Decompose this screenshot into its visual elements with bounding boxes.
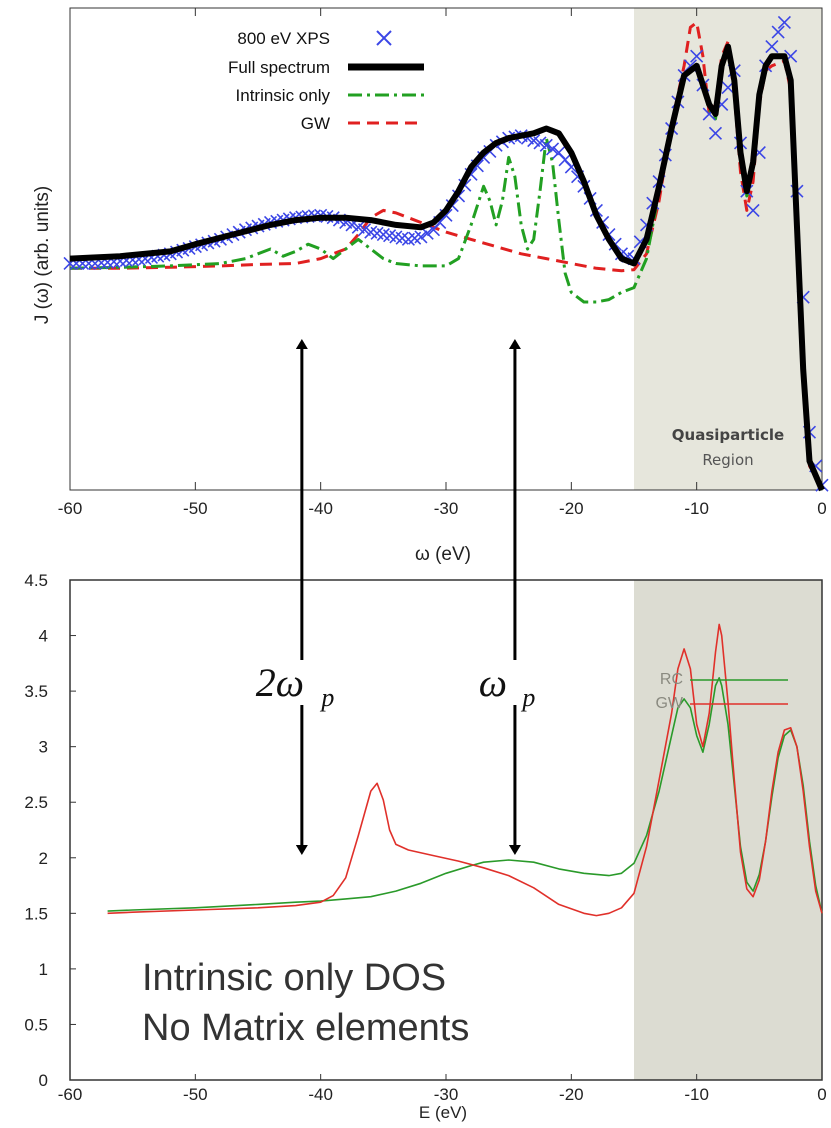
top-xlabel: ω (eV): [415, 544, 471, 565]
arrow-label-main: ω: [479, 660, 507, 705]
bottom-ytick-label-2: 1: [39, 960, 48, 979]
annotation-line-1: Intrinsic only DOS: [142, 957, 446, 999]
bottom-xtick-label-5: -10: [684, 1085, 709, 1104]
top-quasiparticle-shade: [634, 8, 822, 490]
xps-marker: [771, 25, 785, 39]
top-xtick-label-5: -10: [684, 499, 709, 518]
arrow-two-omega-p: 2ω p: [256, 339, 334, 855]
legend-label-rc: RC: [660, 671, 683, 688]
xps-marker: [539, 138, 553, 152]
top-series-full-spectrum: [69, 43, 825, 492]
xps-marker: [414, 230, 428, 244]
bottom-ytick-label-3: 1.5: [24, 904, 48, 923]
legend-label-intrinsic: Intrinsic only: [236, 86, 331, 105]
xps-marker: [765, 39, 779, 54]
top-chart: -60 -50 -40 -30 -20 -10 0 J (ω) (arb. units) ω…: [32, 7, 829, 565]
bottom-line-gw: [107, 623, 823, 917]
top-xtick-label-2: -40: [308, 499, 333, 518]
bottom-xtick-label-0: -60: [58, 1085, 83, 1104]
top-xtick-label-0: -60: [58, 499, 83, 518]
bottom-line-rc: [107, 677, 823, 914]
quasiparticle-label-line1: Quasiparticle: [672, 426, 784, 444]
legend-label-gw: GW: [301, 114, 330, 133]
top-ylabel: J (ω) (arb. units): [32, 186, 53, 324]
xps-marker: [777, 15, 791, 30]
arrow-label-main: 2ω: [256, 660, 304, 705]
plasmon-arrows: 2ω p ω p: [256, 339, 535, 855]
legend-label-full: Full spectrum: [228, 58, 330, 77]
legend-swatch-xps: [376, 30, 392, 46]
quasiparticle-label-line2: Region: [702, 451, 753, 469]
bottom-ytick-label-9: 4.5: [24, 571, 48, 590]
xps-marker: [545, 142, 560, 156]
top-xtick-label-4: -20: [559, 499, 584, 518]
bottom-ticks: -60 -50 -40 -30 -20 -10 0 0 0.5 1 1.5 2 2.5 3 3.5 4 4.5: [24, 571, 826, 1104]
bottom-ytick-label-5: 2.5: [24, 793, 48, 812]
bottom-xtick-label-2: -40: [308, 1085, 333, 1104]
bottom-quasiparticle-shade: [634, 580, 822, 1080]
bottom-xtick-label-6: 0: [817, 1085, 826, 1104]
arrow-label-sub: p: [319, 683, 334, 712]
bottom-ytick-label-0: 0: [39, 1071, 48, 1090]
bottom-chart: -60 -50 -40 -30 -20 -10 000.511.522.533.544.5 …: [24, 571, 826, 1122]
xps-marker: [708, 126, 723, 140]
annotation-line-2: No Matrix elements: [142, 1007, 469, 1049]
top-line-1: [69, 43, 825, 492]
legend-label-xps: 800 eV XPS: [237, 29, 330, 48]
arrow-label-sub: p: [520, 683, 535, 712]
top-xtick-label-3: -30: [434, 499, 459, 518]
xps-marker: [690, 49, 704, 63]
top-series-group: [63, 15, 829, 492]
bottom-ytick-label-1: 0.5: [24, 1015, 48, 1034]
bottom-ytick-label-7: 3.5: [24, 682, 48, 701]
bottom-legend: RC GW: [655, 671, 788, 712]
xps-marker: [746, 203, 760, 218]
bottom-ytick-label-8: 4: [39, 627, 48, 646]
top-line-2: [69, 49, 824, 491]
top-series-intrinsic-only: [69, 49, 824, 491]
bottom-ytick-label-4: 2: [39, 849, 48, 868]
bottom-xtick-label-4: -20: [559, 1085, 584, 1104]
top-xtick-label-6: 0: [817, 499, 826, 518]
bottom-xlabel: E (eV): [419, 1103, 467, 1122]
bottom-xtick-label-1: -50: [183, 1085, 208, 1104]
bottom-series-group: [107, 623, 823, 917]
legend-label-gw-bottom: GW: [655, 695, 683, 712]
bottom-ytick-label-6: 3: [39, 738, 48, 757]
top-xtick-label-1: -50: [183, 499, 208, 518]
top-x-ticks: -60 -50 -40 -30 -20 -10 0: [58, 8, 827, 518]
top-legend: 800 eV XPS Full spectrum Intrinsic only …: [228, 29, 424, 133]
bottom-xtick-label-3: -30: [434, 1085, 459, 1104]
